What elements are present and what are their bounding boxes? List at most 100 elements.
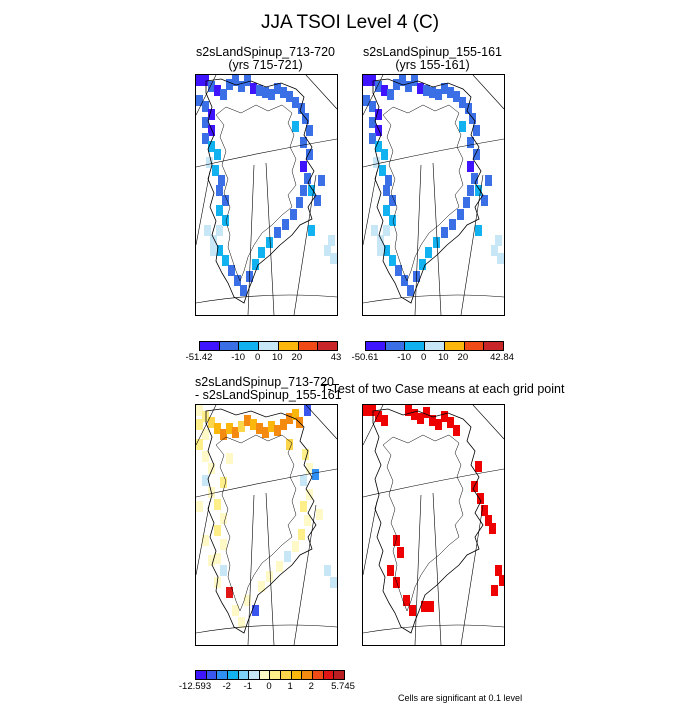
grid-cell (286, 91, 293, 102)
significant-cell (381, 415, 388, 426)
inner-coastline-path (382, 104, 464, 282)
grid-cell (292, 541, 299, 552)
grid-cell (457, 209, 464, 220)
grid-cell (369, 117, 376, 128)
panel4-map (362, 404, 505, 646)
grid-cell (459, 121, 466, 132)
graticule-line (265, 492, 275, 645)
grid-cell (214, 149, 221, 160)
colorbar-swatch (291, 671, 303, 679)
panel1-gridlines (196, 75, 337, 315)
colorbar-swatch (249, 671, 260, 679)
significant-cell (495, 565, 502, 576)
grid-cell (268, 421, 275, 432)
grid-cell (202, 535, 209, 546)
grid-cell (481, 195, 488, 206)
colorbar-tick-label: 10 (271, 352, 283, 363)
panel4-coastline (372, 408, 484, 634)
colorbar-swatch (196, 671, 207, 679)
colorbar-swatch (227, 671, 239, 679)
colorbar-tick-label: 0 (255, 352, 261, 363)
grid-cell (262, 87, 269, 98)
panel4-map-svg (363, 405, 504, 645)
panel2-title-line1: s2sLandSpinup_155-161 (362, 45, 502, 59)
grid-cell (471, 173, 478, 184)
inner-coastline-path (215, 434, 297, 612)
significant-cell (403, 595, 410, 606)
grid-cell (389, 215, 396, 226)
grid-cell (308, 185, 315, 196)
grid-cell (298, 103, 305, 114)
grid-cell (318, 175, 325, 186)
grid-cell (306, 149, 313, 160)
graticule-line (293, 504, 317, 645)
coastline-path (372, 78, 484, 304)
panel1-title-line2: (yrs 715-721) (228, 58, 303, 72)
grid-cell (244, 415, 251, 426)
grid-cell (212, 165, 219, 176)
grid-cell (485, 175, 492, 186)
grid-cell (256, 423, 263, 434)
grid-cell (232, 427, 239, 438)
panel1-title: s2sLandSpinup_713-720 (yrs 715-721) (195, 46, 336, 72)
panel2-coastline (372, 78, 484, 304)
graticule-line (472, 405, 504, 440)
grid-cell (220, 539, 227, 550)
panel2-title: s2sLandSpinup_155-161 (yrs 155-161) (362, 46, 503, 72)
panel1-cells (196, 75, 337, 296)
grid-cell (304, 173, 311, 184)
colorbar-swatch (200, 342, 220, 350)
colorbar-swatch (206, 671, 218, 679)
colorbar-swatch (334, 671, 344, 679)
coastline-path (372, 408, 484, 634)
grid-cell (383, 225, 390, 236)
graticule-line (460, 174, 484, 315)
grid-cell (385, 175, 392, 186)
grid-cell (226, 79, 233, 90)
panel4-footnote: Cells are significant at 0.1 level (398, 693, 523, 703)
colorbar-swatch (239, 342, 260, 350)
significant-cell (397, 547, 404, 558)
figure-title: JJA TSOI Level 4 (C) (260, 12, 440, 33)
graticule-line (414, 164, 422, 315)
panel2-colorbar-labels: -50.61 -10 0 10 20 42.84 (352, 352, 514, 364)
panel3-title-line1: s2sLandSpinup_713-720 (195, 375, 335, 389)
significant-cell (499, 575, 504, 586)
graticule-line (247, 494, 255, 645)
panel3-map (195, 404, 338, 646)
grid-cell (220, 477, 227, 488)
grid-cell (393, 79, 400, 90)
grid-cell (208, 141, 215, 152)
significant-cell (453, 425, 460, 436)
grid-cell (290, 209, 297, 220)
panel3-colorbar (195, 670, 345, 680)
grid-cell (425, 247, 432, 258)
colorbar-swatch (313, 671, 324, 679)
panel3-title: s2sLandSpinup_713-720 - s2sLandSpinup_15… (195, 375, 342, 402)
panel1-colorbar-labels: -51.42 -10 0 10 20 43 (186, 352, 342, 364)
grid-cell (375, 125, 382, 136)
grid-cell (208, 125, 215, 136)
grid-cell (256, 85, 263, 96)
panel3-title-line2: - s2sLandSpinup_155-161 (195, 388, 342, 402)
grid-cell (204, 225, 211, 236)
grid-cell (196, 501, 203, 512)
grid-cell (383, 205, 390, 216)
colorbar-tick-label: -12.593 (178, 681, 212, 692)
grid-cell (202, 101, 209, 112)
inner-coastline-path (215, 104, 297, 282)
panel3-map-svg (196, 405, 337, 645)
grid-cell (407, 285, 414, 296)
graticule-line (363, 468, 504, 498)
grid-cell (216, 185, 223, 196)
grid-cell (314, 195, 321, 206)
grid-cell (417, 83, 424, 94)
grid-cell (300, 161, 307, 172)
grid-cell (286, 413, 293, 424)
grid-cell (405, 81, 412, 92)
colorbar-tick-label: 5.745 (331, 681, 355, 692)
grid-cell (375, 109, 382, 120)
colorbar-swatch (281, 671, 292, 679)
colorbar-tick-label: 42.84 (490, 352, 514, 363)
colorbar-tick-label: 10 (437, 352, 449, 363)
